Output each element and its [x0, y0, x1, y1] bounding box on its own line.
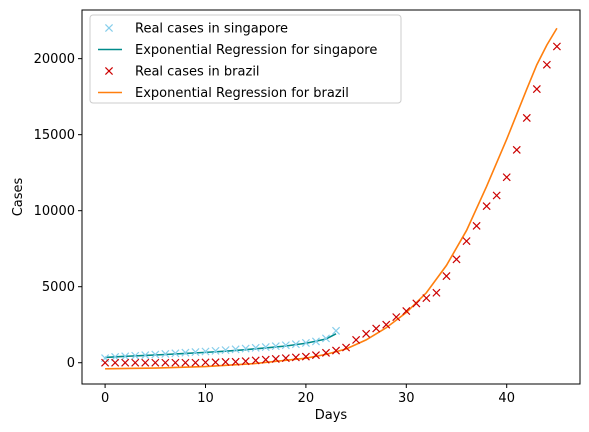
data-point: [131, 351, 140, 360]
data-point: [241, 344, 250, 353]
data-point: [201, 347, 210, 356]
legend: Real cases in singapore Exponential Regre…: [89, 14, 402, 104]
data-point: [151, 350, 160, 359]
data-point: [372, 324, 381, 333]
data-point: [522, 113, 531, 122]
x-tick-label: 20: [298, 391, 315, 406]
y-tick-label: 0: [67, 356, 75, 371]
data-point: [271, 354, 280, 363]
data-point: [422, 294, 431, 303]
plot-area: [101, 27, 561, 370]
data-point: [251, 343, 260, 352]
data-point: [221, 357, 230, 366]
series-line-3: [105, 27, 558, 370]
y-tick-label: 5000: [42, 280, 75, 295]
data-point: [432, 288, 441, 297]
data-point: [111, 358, 120, 367]
data-point: [492, 191, 501, 200]
data-point: [321, 348, 331, 357]
legend-label: Exponential Regression for singapore: [135, 43, 377, 58]
data-point: [251, 356, 260, 365]
data-point: [171, 349, 180, 358]
data-point: [151, 358, 160, 367]
data-point: [271, 342, 280, 351]
y-tick-label: 15000: [34, 128, 75, 143]
y-axis-title: Cases: [11, 177, 26, 216]
data-point: [512, 145, 521, 154]
data-point: [392, 313, 401, 322]
data-point: [291, 353, 300, 362]
data-point: [482, 202, 491, 211]
ticks: 0 10 20 30 40 0 5000 10000 15000 20000: [34, 52, 515, 406]
data-point: [261, 355, 270, 364]
data-point: [301, 352, 310, 361]
data-point: [502, 173, 511, 182]
data-point: [291, 340, 300, 349]
data-point: [161, 358, 170, 367]
data-point: [161, 349, 170, 358]
data-point: [362, 329, 371, 338]
data-point: [231, 357, 240, 366]
data-point: [542, 60, 551, 69]
data-point: [131, 358, 140, 367]
data-point: [121, 352, 130, 361]
data-point: [402, 307, 411, 316]
data-point: [472, 221, 481, 230]
x-tick-label: 40: [498, 391, 515, 406]
axes-frame: [81, 9, 581, 385]
data-point: [412, 299, 421, 308]
series-line-1: [105, 333, 337, 359]
legend-label: Exponential Regression for brazil: [135, 86, 349, 101]
data-point: [171, 358, 180, 367]
legend-marker: [104, 66, 114, 76]
data-point: [462, 237, 471, 246]
data-point: [141, 358, 150, 367]
data-point: [532, 85, 541, 94]
data-point: [331, 326, 341, 335]
data-point: [281, 354, 290, 363]
data-point: [552, 42, 561, 51]
y-tick-label: 20000: [34, 52, 75, 67]
data-point: [442, 272, 451, 281]
data-point: [121, 358, 130, 367]
data-point: [201, 358, 210, 367]
legend-label: Real cases in brazil: [135, 65, 260, 80]
x-tick-label: 30: [398, 391, 415, 406]
data-point: [301, 338, 310, 347]
x-axis-title: Days: [315, 408, 348, 423]
data-point: [342, 343, 351, 352]
data-point: [311, 337, 320, 346]
data-point: [382, 320, 391, 329]
data-point: [452, 255, 461, 264]
data-point: [141, 351, 150, 360]
data-point: [241, 357, 250, 366]
data-point: [191, 348, 200, 357]
data-point: [181, 358, 190, 367]
data-point: [181, 348, 190, 357]
data-point: [281, 341, 290, 350]
legend-label: Real cases in singapore: [135, 22, 288, 37]
x-tick-label: 10: [197, 391, 214, 406]
data-point: [321, 334, 331, 343]
legend-marker: [104, 23, 114, 33]
data-point: [311, 351, 320, 360]
data-point: [191, 358, 200, 367]
data-point: [221, 346, 230, 355]
legend-box: [89, 14, 402, 104]
x-tick-label: 0: [101, 391, 109, 406]
data-point: [111, 352, 120, 361]
y-tick-label: 10000: [34, 204, 75, 219]
data-point: [261, 343, 270, 352]
data-point: [101, 358, 110, 367]
data-point: [211, 358, 220, 367]
data-point: [231, 345, 240, 354]
data-point: [211, 346, 220, 355]
data-point: [352, 335, 361, 344]
data-point: [331, 346, 341, 355]
